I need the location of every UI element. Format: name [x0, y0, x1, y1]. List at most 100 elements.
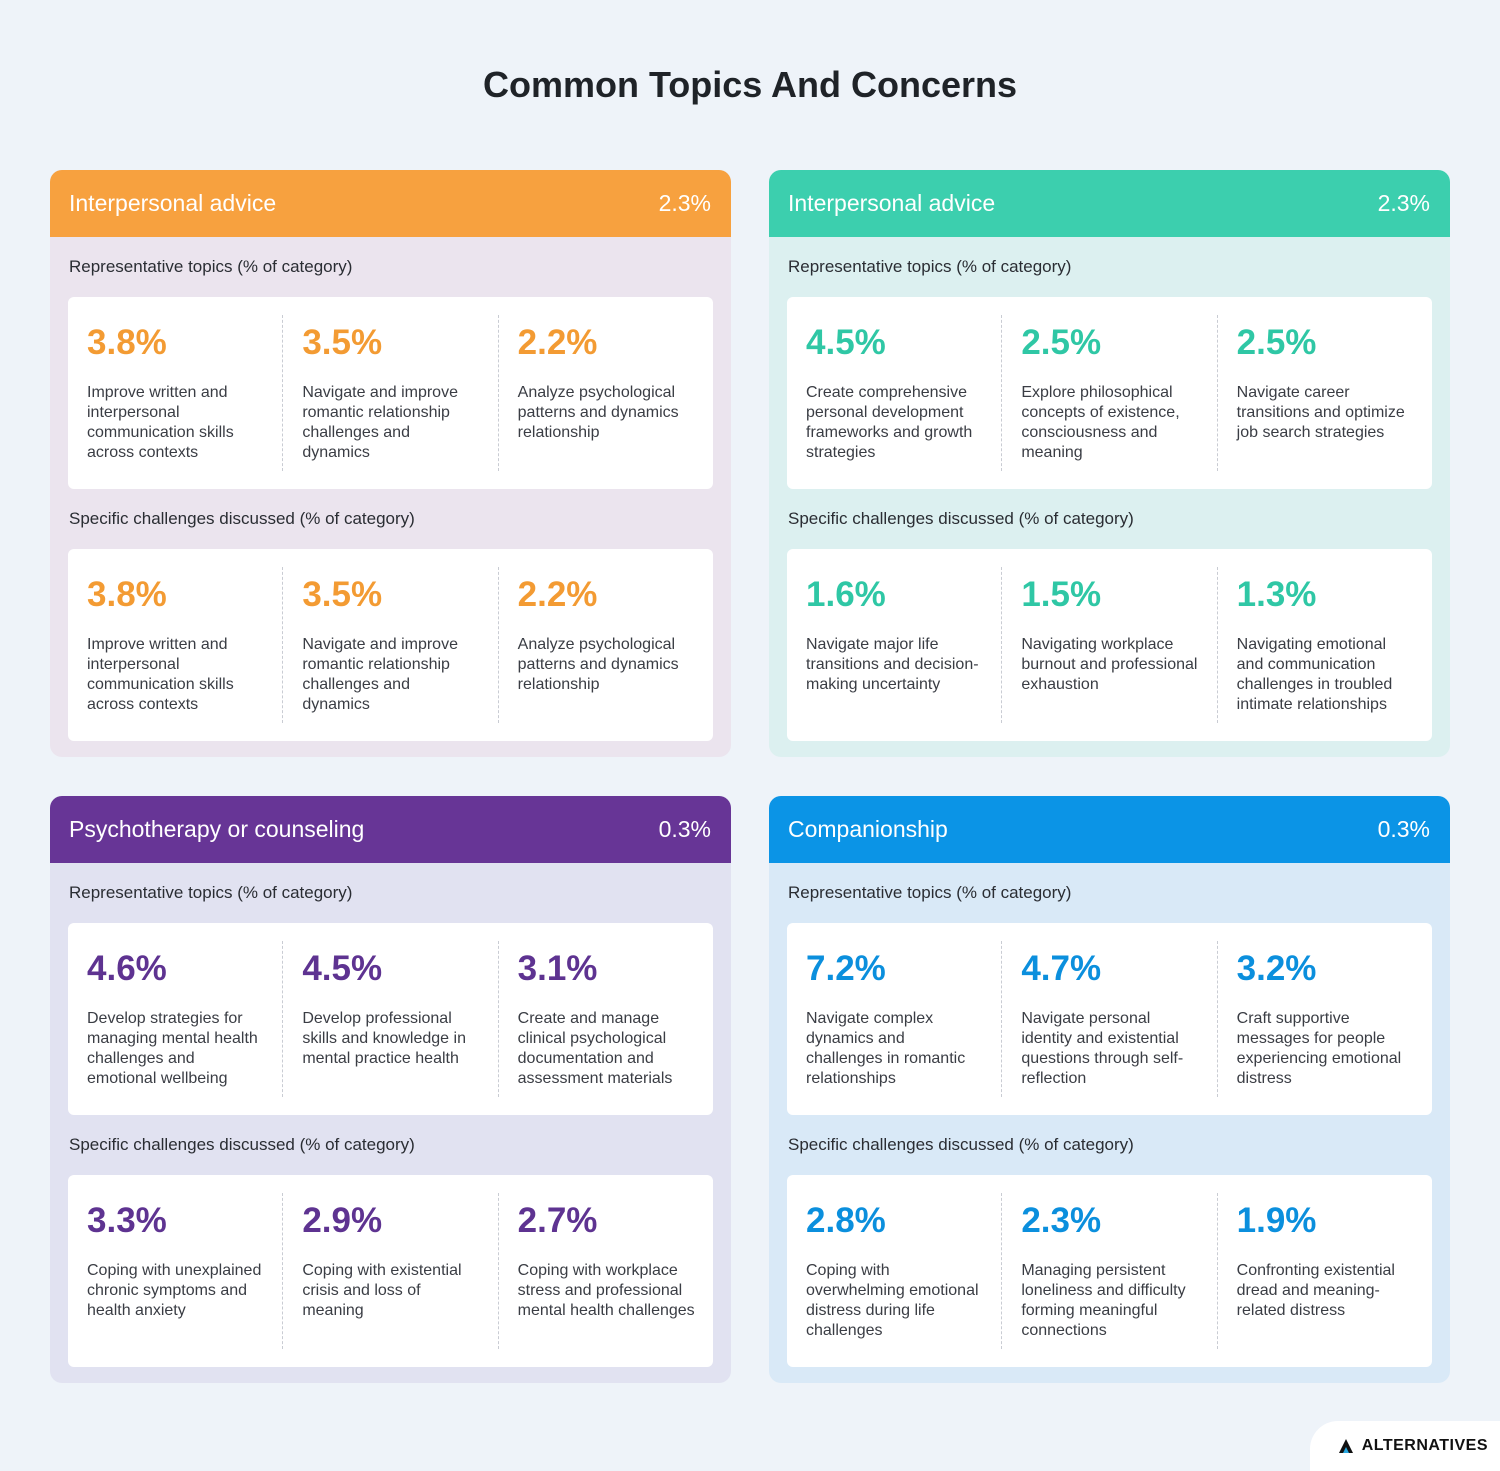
category-name: Interpersonal advice	[788, 190, 996, 216]
item-percentage: 2.5%	[1021, 323, 1102, 362]
item-percentage: 7.2%	[806, 949, 886, 988]
item-percentage: 1.9%	[1236, 1201, 1317, 1240]
challenges-section-label: Specific challenges discussed (% of cate…	[788, 509, 1134, 528]
item-description: Coping with unexplained chronic symptoms…	[87, 1262, 262, 1319]
item-percentage: 3.1%	[517, 949, 598, 988]
item-percentage: 3.2%	[1236, 949, 1317, 988]
page-title: Common Topics And Concerns	[482, 64, 1018, 105]
item-description: Confronting existential dread and meanin…	[1236, 1262, 1395, 1319]
item-percentage: 2.3%	[1021, 1201, 1102, 1240]
topics-panel: 7.2% Navigate complex dynamics and challe…	[787, 923, 1432, 1115]
challenge-item: 2.9% Coping with existential crisis and l…	[282, 1193, 497, 1349]
item-percentage: 1.5%	[1021, 575, 1102, 614]
topic-item: 3.1% Create and manage clinical psycholog…	[497, 941, 713, 1097]
item-description: Navigating workplace burnout and profess…	[1021, 636, 1198, 693]
challenges-panel: 1.6% Navigate major life transitions and …	[787, 549, 1432, 741]
category-card: Interpersonal advice 2.3% Representative t…	[769, 170, 1450, 757]
item-percentage: 1.6%	[806, 575, 886, 614]
card-header: Interpersonal advice 2.3%	[769, 170, 1450, 237]
item-description: Create comprehensive personal developmen…	[806, 384, 973, 461]
topic-item: 4.7% Navigate personal identity and exist…	[1001, 941, 1216, 1097]
challenges-section-label: Specific challenges discussed (% of cate…	[788, 1135, 1134, 1154]
category-percentage: 2.3%	[658, 190, 711, 216]
category-card: Companionship 0.3% Representative topics (…	[769, 796, 1450, 1383]
item-description: Coping with workplace stress and profess…	[517, 1262, 695, 1319]
item-percentage: 2.7%	[517, 1201, 598, 1240]
item-percentage: 1.3%	[1236, 575, 1317, 614]
challenge-item: 1.9% Confronting existential dread and me…	[1216, 1193, 1432, 1349]
challenge-item: 1.5% Navigating workplace burnout and pro…	[1001, 567, 1216, 723]
item-description: Craft supportive messages for people exp…	[1236, 1010, 1402, 1087]
challenges-panel: 3.8% Improve written and interpersonal co…	[68, 549, 713, 741]
category-card: Interpersonal advice 2.3% Representative t…	[50, 170, 731, 757]
topic-item: 4.6% Develop strategies for managing ment…	[68, 941, 282, 1097]
topic-item: 2.5% Explore philosophical concepts of ex…	[1001, 315, 1216, 471]
challenge-item: 1.3% Navigating emotional and communicati…	[1216, 567, 1432, 723]
item-description: Improve written and interpersonal commun…	[87, 636, 234, 713]
item-description: Managing persistent loneliness and diffi…	[1021, 1262, 1186, 1339]
category-name: Interpersonal advice	[69, 190, 277, 216]
topics-section-label: Representative topics (% of category)	[788, 257, 1072, 276]
logo-text: ALTERNATIVES	[1361, 1437, 1488, 1454]
item-description: Navigate and improve romantic relationsh…	[302, 384, 458, 461]
topics-panel: 3.8% Improve written and interpersonal co…	[68, 297, 713, 489]
item-description: Navigate personal identity and existenti…	[1021, 1010, 1184, 1087]
item-percentage: 3.3%	[87, 1201, 167, 1240]
card-header: Companionship 0.3%	[769, 796, 1450, 863]
topic-item: 3.5% Navigate and improve romantic relati…	[282, 315, 497, 471]
item-percentage: 2.8%	[806, 1201, 886, 1240]
item-percentage: 2.9%	[302, 1201, 383, 1240]
category-percentage: 2.3%	[1377, 190, 1430, 216]
challenge-item: 2.7% Coping with workplace stress and pro…	[497, 1193, 713, 1349]
challenge-item: 2.3% Managing persistent loneliness and d…	[1001, 1193, 1216, 1349]
card-header: Psychotherapy or counseling 0.3%	[50, 796, 731, 863]
topics-section-label: Representative topics (% of category)	[69, 257, 353, 276]
item-percentage: 3.5%	[302, 575, 383, 614]
brand-logo: ALTERNATIVES	[1310, 1421, 1500, 1471]
topic-item: 2.2% Analyze psychological patterns and d…	[497, 315, 713, 471]
category-name: Psychotherapy or counseling	[69, 816, 365, 842]
card-header: Interpersonal advice 2.3%	[50, 170, 731, 237]
item-percentage: 2.2%	[517, 323, 598, 362]
topic-item: 3.2% Craft supportive messages for people…	[1216, 941, 1432, 1097]
item-description: Develop strategies for managing mental h…	[87, 1010, 258, 1087]
item-percentage: 3.5%	[302, 323, 383, 362]
challenges-section-label: Specific challenges discussed (% of cate…	[69, 1135, 415, 1154]
item-description: Coping with overwhelming emotional distr…	[806, 1262, 979, 1339]
item-description: Navigate complex dynamics and challenges…	[806, 1010, 966, 1087]
item-description: Navigate major life transitions and deci…	[806, 636, 979, 693]
item-description: Create and manage clinical psychological…	[517, 1010, 673, 1087]
item-percentage: 2.5%	[1236, 323, 1317, 362]
item-percentage: 4.5%	[806, 323, 886, 362]
topic-item: 3.8% Improve written and interpersonal co…	[68, 315, 282, 471]
challenges-section-label: Specific challenges discussed (% of cate…	[69, 509, 415, 528]
item-description: Develop professional skills and knowledg…	[302, 1010, 466, 1067]
item-description: Analyze psychological patterns and dynam…	[517, 384, 679, 441]
topics-panel: 4.5% Create comprehensive personal develo…	[787, 297, 1432, 489]
item-percentage: 2.2%	[517, 575, 598, 614]
item-percentage: 3.8%	[87, 323, 167, 362]
item-description: Analyze psychological patterns and dynam…	[517, 636, 679, 693]
item-percentage: 3.8%	[87, 575, 167, 614]
challenge-item: 3.5% Navigate and improve romantic relati…	[282, 567, 497, 723]
category-percentage: 0.3%	[1377, 816, 1430, 842]
item-percentage: 4.5%	[302, 949, 383, 988]
topic-item: 4.5% Create comprehensive personal develo…	[787, 315, 1001, 471]
topics-section-label: Representative topics (% of category)	[69, 883, 353, 902]
item-description: Navigate career transitions and optimize…	[1236, 384, 1405, 441]
topics-section-label: Representative topics (% of category)	[788, 883, 1072, 902]
item-description: Navigate and improve romantic relationsh…	[302, 636, 458, 713]
topic-item: 2.5% Navigate career transitions and opti…	[1216, 315, 1432, 471]
item-percentage: 4.7%	[1021, 949, 1102, 988]
category-percentage: 0.3%	[658, 816, 711, 842]
category-name: Companionship	[788, 816, 948, 842]
challenges-panel: 2.8% Coping with overwhelming emotional d…	[787, 1175, 1432, 1367]
item-description: Explore philosophical concepts of existe…	[1021, 384, 1180, 461]
item-description: Improve written and interpersonal commun…	[87, 384, 234, 461]
topics-panel: 4.6% Develop strategies for managing ment…	[68, 923, 713, 1115]
challenge-item: 2.2% Analyze psychological patterns and d…	[497, 567, 713, 723]
item-description: Coping with existential crisis and loss …	[302, 1262, 462, 1319]
item-description: Navigating emotional and communication c…	[1236, 636, 1393, 713]
challenge-item: 3.8% Improve written and interpersonal co…	[68, 567, 282, 723]
challenge-item: 2.8% Coping with overwhelming emotional d…	[787, 1193, 1001, 1349]
